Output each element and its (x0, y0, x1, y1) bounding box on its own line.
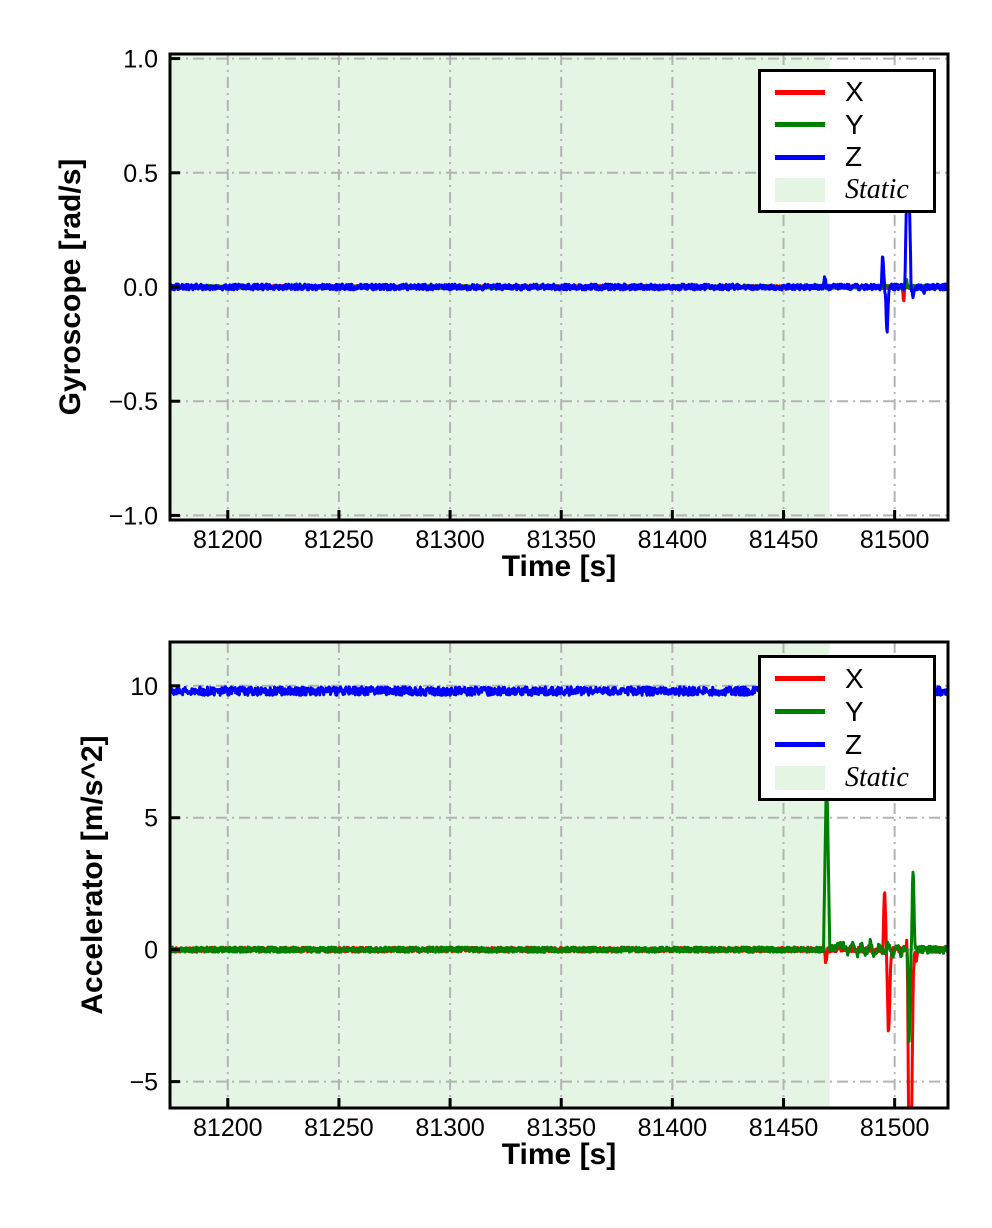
x-tick-label: 81450 (749, 526, 819, 554)
y-tick-label: 0.0 (123, 274, 158, 302)
y-series-line-swatch (775, 709, 825, 714)
y-tick-label: −0.5 (109, 388, 158, 416)
x-tick-label: 81300 (415, 1114, 485, 1142)
legend-label-y: Y (845, 695, 864, 727)
z-series-line-swatch (775, 742, 825, 747)
legend-entry-x: X (775, 662, 919, 695)
legend-entry-z: Z (775, 728, 919, 761)
y-tick-label: 5 (144, 805, 158, 833)
x-tick-label: 81250 (304, 526, 374, 554)
legend-label-x: X (845, 76, 864, 108)
x-tick-label: 81350 (526, 526, 596, 554)
x-tick-label: 81500 (860, 526, 930, 554)
legend-entry-y: Y (775, 109, 919, 142)
static-region (170, 642, 830, 1108)
x-tick-label: 81200 (193, 526, 263, 554)
x-series-line-swatch (775, 89, 825, 95)
y-tick-label: 1.0 (123, 46, 158, 74)
series-group (170, 181, 948, 334)
y-tick-label: 10 (130, 673, 158, 701)
y-tick-label: 0.5 (123, 160, 158, 188)
gyroscope-y-axis-label: Gyroscope [rad/s] (54, 158, 87, 416)
accelerator-x-axis-label: Time [s] (501, 1138, 617, 1171)
legend-label-x: X (845, 662, 864, 694)
x-tick-label: 81350 (526, 1114, 596, 1142)
x-tick-label: 81200 (193, 1114, 263, 1142)
gyroscope-plot: 81200 81250 81300 81350 81400 81450 81500 1.0 0.… (109, 46, 950, 554)
series-y-line (170, 782, 948, 1043)
y-tick-label: −5 (129, 1069, 158, 1097)
x-tick-label: 81300 (415, 526, 485, 554)
legend-entry-y: Y (775, 695, 919, 728)
gyroscope-legend: X Y Z Static (758, 69, 936, 213)
x-tick-label: 81450 (749, 1114, 819, 1142)
static-region-swatch (775, 765, 825, 790)
x-tick-label: 81250 (304, 1114, 374, 1142)
accelerator-legend: X Y Z Static (758, 655, 936, 801)
legend-entry-static: Static (775, 174, 919, 207)
y-tick-label: 0 (144, 937, 158, 965)
legend-label-z: Z (845, 728, 863, 760)
legend-label-z: Z (845, 141, 863, 173)
legend-entry-z: Z (775, 141, 919, 174)
legend-label-y: Y (845, 108, 864, 140)
y-series-line-swatch (775, 122, 825, 128)
y-tick-label: −1.0 (109, 502, 158, 530)
legend-label-static: Static (845, 173, 909, 205)
accelerator-y-axis-label: Accelerator [m/s^2] (76, 735, 109, 1015)
gyroscope-x-axis-label: Time [s] (501, 550, 617, 583)
plot-border (168, 640, 950, 1110)
x-tick-label: 81400 (638, 526, 708, 554)
x-series-line-swatch (775, 676, 825, 681)
legend-entry-x: X (775, 76, 919, 109)
static-region-swatch (775, 177, 825, 202)
x-tick-label: 81500 (860, 1114, 930, 1142)
z-series-line-swatch (775, 154, 825, 160)
series-z-line (170, 181, 948, 334)
accelerator-plot: 81200 81250 81300 81350 81400 81450 81500 10 5 0 −… (129, 640, 950, 1142)
legend-label-static: Static (845, 761, 909, 793)
legend-entry-static: Static (775, 761, 919, 794)
x-tick-label: 81400 (638, 1114, 708, 1142)
